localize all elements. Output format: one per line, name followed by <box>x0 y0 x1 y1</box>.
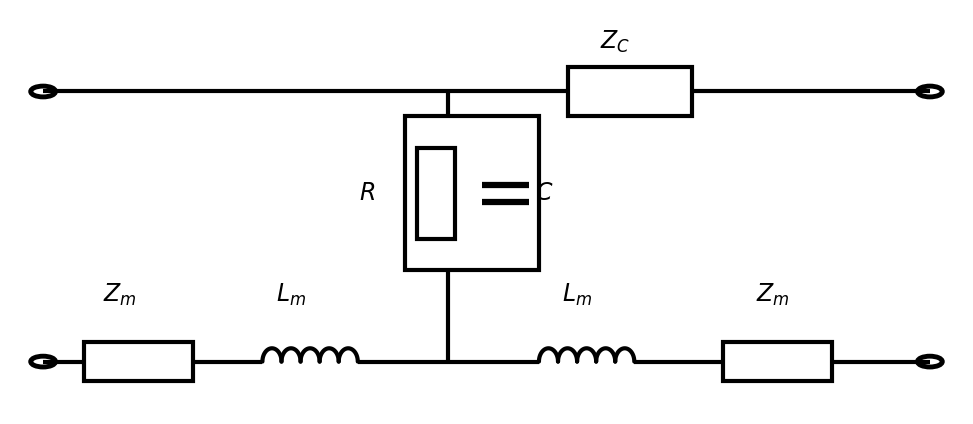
Text: $C$: $C$ <box>534 182 553 205</box>
Text: $Z_m$: $Z_m$ <box>756 282 789 308</box>
Bar <box>416 148 455 239</box>
Bar <box>723 342 832 381</box>
Bar <box>406 117 539 270</box>
Text: $Z_m$: $Z_m$ <box>102 282 136 308</box>
Bar <box>84 342 194 381</box>
Bar <box>567 67 692 117</box>
Text: $R$: $R$ <box>359 182 376 205</box>
Text: $L_m$: $L_m$ <box>276 282 306 308</box>
Text: $Z_C$: $Z_C$ <box>600 28 631 55</box>
Text: $L_m$: $L_m$ <box>562 282 593 308</box>
